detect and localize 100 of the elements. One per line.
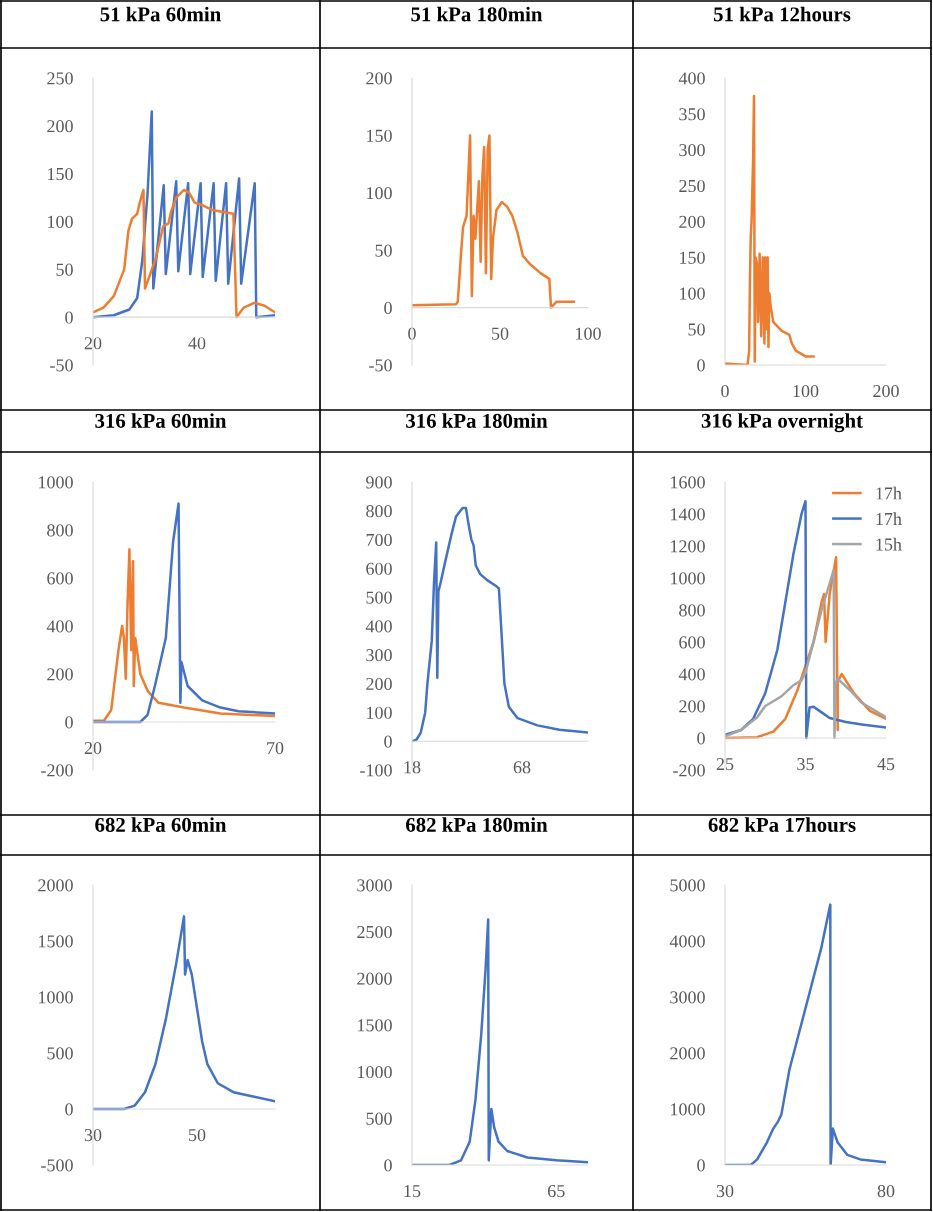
x-tick-label: 80 [877, 1184, 895, 1198]
y-tick-label: 800 [47, 524, 73, 537]
y-tick-label: 100 [367, 706, 392, 719]
x-tick-label: 100 [576, 327, 601, 340]
y-tick-label: 900 [366, 476, 392, 489]
line-series [93, 547, 275, 723]
y-tick-label: 50 [375, 244, 392, 257]
y-tick-label: 0 [384, 301, 392, 315]
y-tick-label: 0 [65, 1103, 73, 1116]
line-series [412, 134, 576, 309]
chart-title: 51 kPa 12hours [713, 6, 851, 22]
y-tick-label: -50 [369, 359, 392, 372]
x-tick-label: 50 [492, 327, 509, 340]
y-tick-label: 700 [366, 533, 392, 547]
y-tick-label: 150 [680, 251, 705, 264]
line-series [725, 94, 815, 365]
y-tick-label: 3000 [670, 991, 705, 1004]
y-tick-label: 300 [679, 144, 705, 157]
y-tick-label: 300 [366, 649, 392, 662]
x-tick-label: 100 [793, 384, 819, 398]
y-tick-label: -100 [360, 764, 392, 777]
x-tick-label: 45 [877, 758, 895, 771]
legend-label: 15h [876, 537, 902, 551]
y-tick-label: 350 [679, 108, 705, 121]
y-tick-label: 400 [678, 72, 705, 85]
y-tick-label: 600 [679, 636, 705, 649]
y-tick-label: -50 [50, 359, 73, 372]
x-tick-label: 30 [716, 1184, 734, 1198]
y-tick-label: 3000 [357, 879, 392, 892]
chart-title: 51 kPa 60min [100, 6, 221, 22]
line-series [412, 506, 588, 743]
y-tick-label: 250 [679, 179, 705, 193]
y-tick-label: 800 [679, 604, 705, 617]
y-tick-label: 200 [366, 72, 392, 85]
y-tick-label: 50 [56, 263, 73, 276]
y-tick-label: 0 [697, 732, 705, 745]
y-tick-label: 1000 [39, 476, 73, 489]
y-tick-label: 1000 [671, 572, 705, 585]
chart-title: 682 kPa 60min [95, 817, 227, 832]
y-tick-label: 100 [680, 287, 705, 300]
y-tick-label: 100 [48, 215, 73, 228]
y-tick-label: 4000 [669, 935, 705, 948]
y-tick-label: 500 [366, 1112, 392, 1125]
y-tick-label: 150 [367, 129, 392, 142]
x-tick-label: 15 [404, 1185, 421, 1198]
y-tick-label: 0 [65, 716, 73, 729]
y-tick-label: 400 [678, 668, 705, 681]
y-tick-label: 1000 [358, 1065, 392, 1079]
y-tick-label: 0 [697, 359, 705, 372]
y-tick-label: -200 [41, 764, 73, 777]
legend-label: 17h [876, 512, 902, 525]
y-tick-label: 1400 [671, 508, 705, 521]
chart-title: 682 kPa 17hours [708, 817, 856, 832]
line-series [93, 188, 275, 319]
y-tick-label: 1000 [671, 1103, 705, 1116]
y-tick-label: 500 [366, 591, 392, 604]
y-tick-label: 200 [47, 668, 73, 681]
y-tick-label: 2000 [670, 1047, 705, 1060]
x-tick-label: 20 [84, 741, 102, 755]
x-tick-label: 25 [716, 758, 734, 771]
x-tick-label: 0 [721, 384, 729, 398]
x-tick-label: 70 [267, 741, 284, 755]
x-tick-label: 65 [548, 1185, 565, 1198]
y-tick-label: 1500 [39, 935, 73, 948]
x-tick-label: 20 [84, 337, 102, 350]
chart-title: 51 kPa 180min [411, 6, 543, 22]
y-tick-label: 600 [47, 572, 73, 585]
y-tick-label: 400 [46, 620, 73, 633]
x-tick-label: 30 [84, 1128, 102, 1142]
y-tick-label: 250 [47, 72, 73, 85]
x-tick-label: 35 [797, 758, 814, 771]
y-tick-label: 600 [366, 562, 392, 575]
x-tick-label: 200 [873, 384, 899, 398]
line-series [93, 110, 275, 319]
legend-label: 17h [876, 486, 902, 500]
y-tick-label: 150 [48, 167, 73, 181]
x-tick-label: 40 [188, 337, 206, 350]
y-tick-label: 2000 [357, 972, 392, 985]
y-tick-label: 200 [366, 677, 392, 691]
chart-title: 682 kPa 180min [406, 817, 548, 832]
y-tick-label: 200 [679, 700, 705, 713]
y-tick-label: 0 [65, 311, 73, 324]
y-tick-label: 1600 [671, 476, 705, 489]
y-tick-label: 5000 [670, 879, 705, 892]
y-tick-label: 500 [47, 1047, 73, 1060]
y-tick-label: 1000 [39, 991, 73, 1004]
y-tick-label: -200 [673, 764, 705, 777]
y-tick-label: 1500 [358, 1019, 392, 1032]
y-tick-label: 1200 [671, 540, 705, 553]
x-tick-label: 68 [513, 761, 531, 774]
y-tick-label: 200 [679, 215, 705, 228]
y-tick-label: 2000 [38, 879, 73, 892]
x-tick-label: 0 [408, 327, 416, 340]
y-tick-label: 400 [365, 620, 392, 633]
chart-title: 316 kPa overnight [701, 413, 863, 433]
y-tick-label: 2500 [357, 925, 392, 939]
chart-title: 316 kPa 60min [95, 413, 227, 428]
y-tick-label: -500 [41, 1159, 73, 1172]
y-tick-label: 0 [697, 1159, 705, 1172]
x-tick-label: 18 [404, 761, 421, 774]
